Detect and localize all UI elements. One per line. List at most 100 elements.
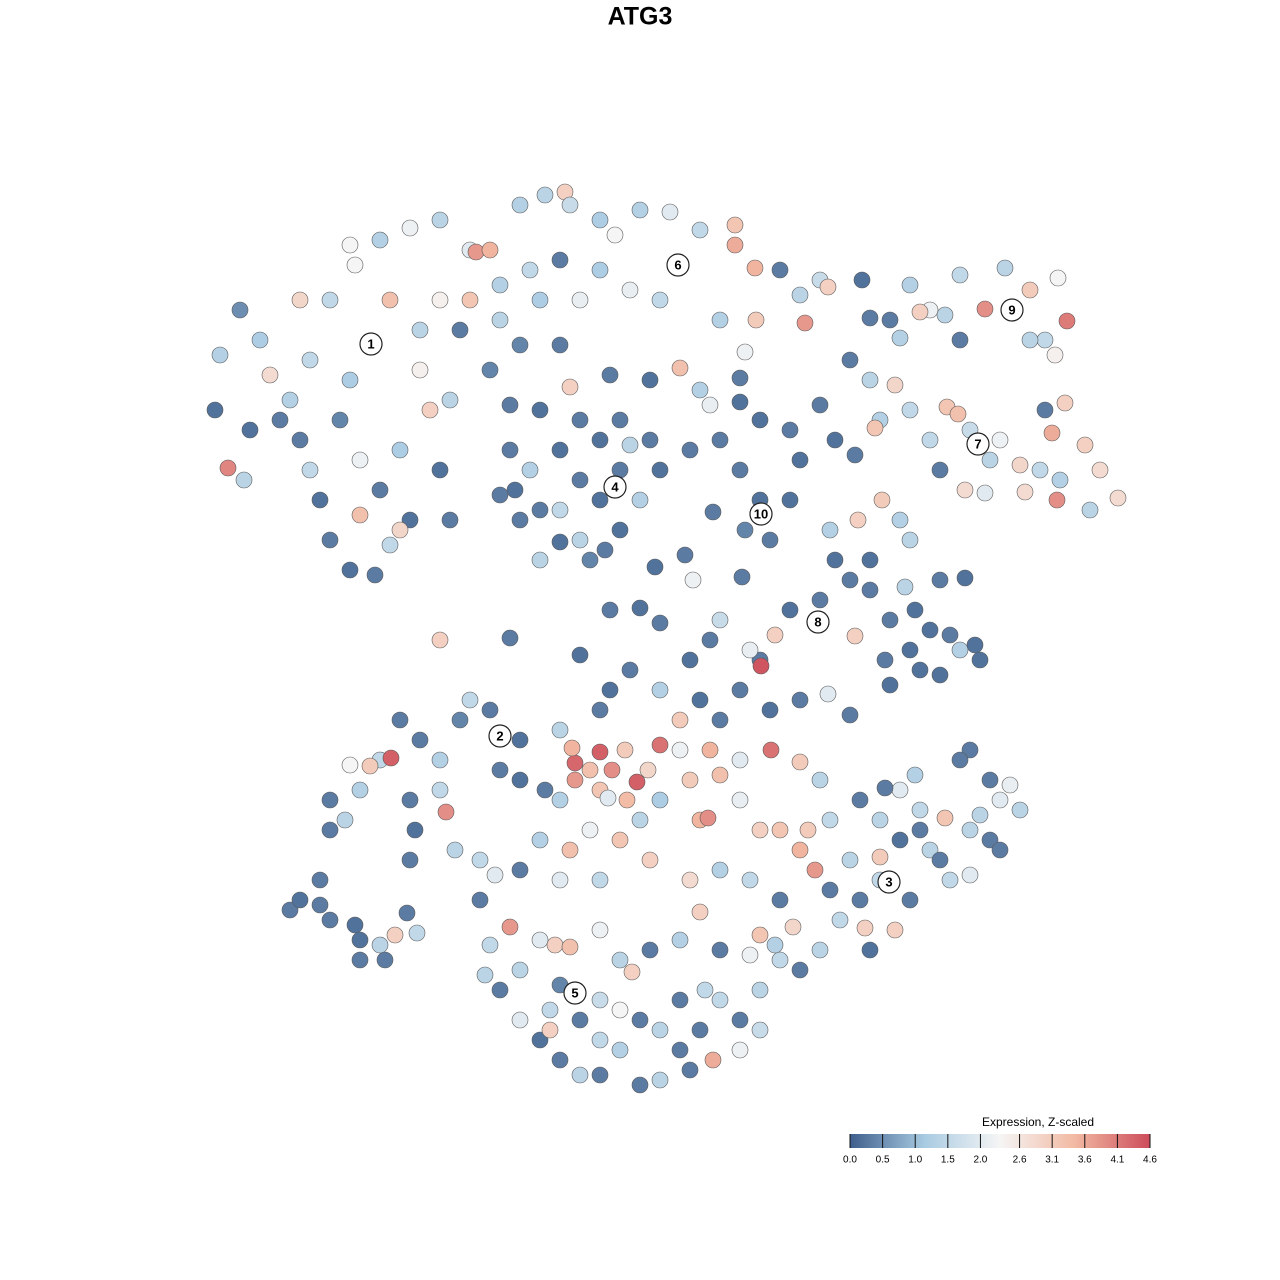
point xyxy=(599,789,617,807)
cluster-marker xyxy=(1000,298,1024,322)
point xyxy=(481,701,499,719)
point xyxy=(481,936,499,954)
point xyxy=(491,761,509,779)
point xyxy=(846,446,864,464)
point xyxy=(511,511,529,529)
cluster-marker xyxy=(603,475,627,499)
point xyxy=(731,751,749,769)
point xyxy=(1048,491,1066,509)
point xyxy=(241,421,259,439)
point xyxy=(346,256,364,274)
point xyxy=(641,941,659,959)
point xyxy=(911,303,929,321)
point xyxy=(1109,489,1127,507)
point xyxy=(671,359,689,377)
point xyxy=(831,911,849,929)
cluster-label: 6 xyxy=(674,257,681,272)
point xyxy=(341,561,359,579)
point xyxy=(551,501,569,519)
point xyxy=(846,627,864,645)
point xyxy=(762,741,780,759)
point xyxy=(876,779,894,797)
point xyxy=(751,411,769,429)
colorbar-tick-label: 2.0 xyxy=(973,1155,987,1166)
point xyxy=(941,626,959,644)
colorbar-tick-label: 3.6 xyxy=(1078,1155,1092,1166)
point xyxy=(616,741,634,759)
point xyxy=(481,361,499,379)
point xyxy=(563,739,581,757)
point xyxy=(901,401,919,419)
point xyxy=(639,761,657,779)
point xyxy=(671,741,689,759)
point xyxy=(966,636,984,654)
point xyxy=(401,511,419,529)
point xyxy=(796,314,814,332)
point xyxy=(711,611,729,629)
point xyxy=(771,821,789,839)
point xyxy=(591,921,609,939)
point xyxy=(971,806,989,824)
legend-title: Expression, Z-scaled xyxy=(982,1115,1094,1129)
point xyxy=(471,851,489,869)
point xyxy=(881,311,899,329)
point xyxy=(701,396,719,414)
point xyxy=(661,203,679,221)
point xyxy=(821,521,839,539)
point xyxy=(752,657,770,675)
point xyxy=(571,646,589,664)
point xyxy=(561,841,579,859)
point xyxy=(551,871,569,889)
point xyxy=(571,531,589,549)
point xyxy=(761,701,779,719)
cluster-label: 9 xyxy=(1008,302,1015,317)
point xyxy=(471,891,489,909)
point xyxy=(386,926,404,944)
point xyxy=(806,861,824,879)
point xyxy=(211,346,229,364)
point xyxy=(906,766,924,784)
point xyxy=(467,243,485,261)
point xyxy=(631,1011,649,1029)
point xyxy=(711,941,729,959)
point xyxy=(551,441,569,459)
point xyxy=(991,431,1009,449)
point xyxy=(628,773,646,791)
point xyxy=(861,581,879,599)
point xyxy=(1021,281,1039,299)
point xyxy=(541,1001,559,1019)
point xyxy=(591,261,609,279)
point xyxy=(541,1021,559,1039)
point xyxy=(411,321,429,339)
point xyxy=(676,546,694,564)
point xyxy=(631,599,649,617)
point xyxy=(321,911,339,929)
point xyxy=(611,411,629,429)
point xyxy=(631,201,649,219)
point xyxy=(561,378,579,396)
point xyxy=(741,946,759,964)
point xyxy=(931,461,949,479)
point xyxy=(251,331,269,349)
point xyxy=(641,851,659,869)
point xyxy=(821,811,839,829)
point xyxy=(346,916,364,934)
point xyxy=(701,631,719,649)
point xyxy=(381,291,399,309)
point xyxy=(896,578,914,596)
point xyxy=(411,731,429,749)
point xyxy=(911,821,929,839)
point xyxy=(691,221,709,239)
point xyxy=(931,571,949,589)
point xyxy=(681,651,699,669)
point xyxy=(891,781,909,799)
point xyxy=(646,558,664,576)
point xyxy=(281,391,299,409)
point xyxy=(621,436,639,454)
point xyxy=(631,491,649,509)
point xyxy=(511,336,529,354)
point xyxy=(751,1021,769,1039)
point xyxy=(691,381,709,399)
point xyxy=(351,781,369,799)
point xyxy=(784,918,802,936)
